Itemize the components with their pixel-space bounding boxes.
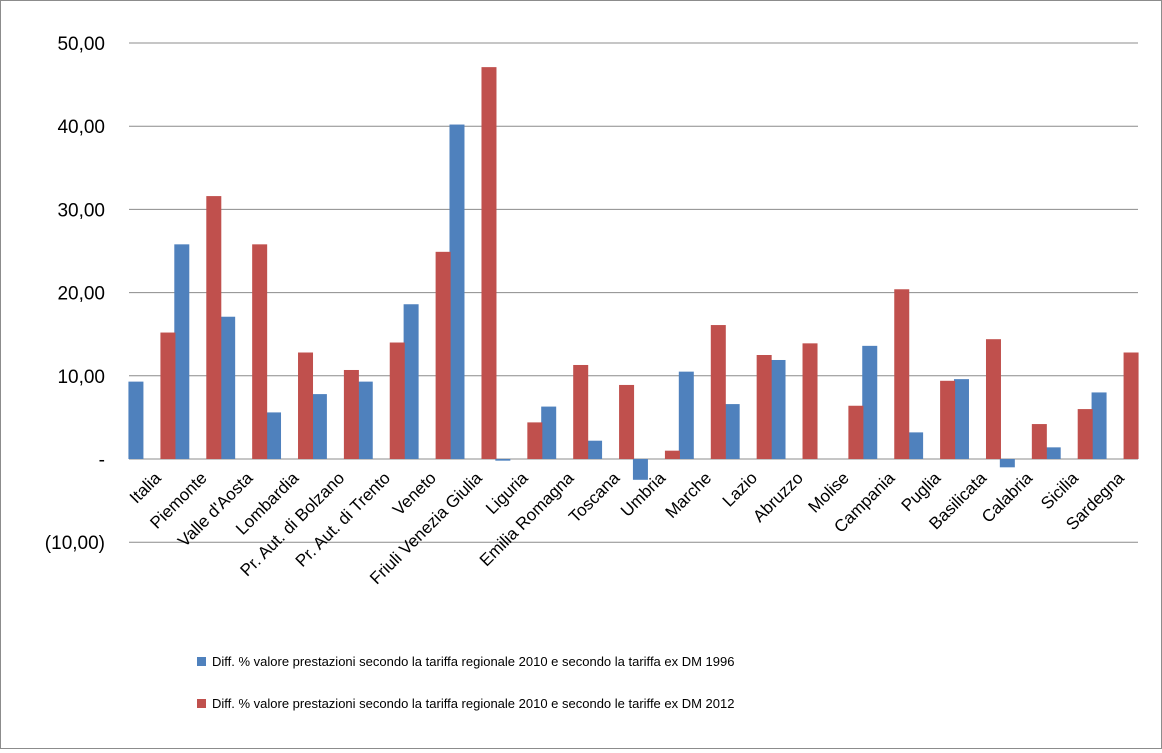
bar-series-1-18	[953, 379, 969, 459]
legend-label: Diff. % valore prestazioni secondo la ta…	[212, 696, 734, 711]
bar-series-1-6	[403, 304, 419, 459]
legend-label: Diff. % valore prestazioni secondo la ta…	[212, 654, 734, 669]
bar-series-2-4	[343, 369, 359, 459]
y-axis-tick-labels: (10,00) - 10,00 20,00 30,00 40,00 50,00	[45, 34, 105, 554]
bar-series-2-3	[298, 352, 314, 459]
bar-series-1-4	[311, 394, 327, 459]
bars	[128, 67, 1139, 480]
bar-series-2-21	[1123, 352, 1139, 459]
bar-series-2-9	[573, 364, 589, 459]
bar-series-2-16	[894, 289, 910, 459]
x-tick-label: Lazio	[719, 468, 761, 510]
bar-series-2-19	[1031, 424, 1047, 459]
bar-series-1-1	[174, 244, 190, 459]
bar-series-1-2	[220, 316, 236, 459]
bar-series-2-5	[389, 342, 405, 459]
bar-series-2-12	[710, 325, 726, 459]
y-tick-label: -	[99, 450, 105, 471]
bar-series-2-7	[481, 67, 497, 459]
bar-series-1-12	[678, 371, 694, 459]
y-tick-label: 40,00	[57, 117, 105, 138]
y-tick-label: 50,00	[57, 34, 105, 55]
bar-series-1-14	[770, 359, 786, 459]
bar-series-1-10	[587, 440, 603, 459]
bar-series-1-21	[1091, 392, 1107, 459]
bar-series-2-0	[160, 332, 176, 459]
y-tick-label: (10,00)	[45, 533, 105, 554]
bar-series-1-9	[541, 406, 557, 459]
legend-swatch	[197, 657, 206, 666]
bar-series-2-2	[252, 244, 268, 459]
bar-series-1-5	[357, 381, 373, 459]
bar-series-2-14	[802, 343, 818, 459]
bar-series-2-10	[619, 384, 635, 459]
bar-series-2-8	[527, 422, 543, 459]
bar-series-1-19	[999, 459, 1015, 468]
gridlines	[129, 42, 1138, 543]
y-tick-label: 30,00	[57, 200, 105, 221]
bar-series-1-20	[1045, 447, 1061, 459]
bar-series-1-17	[908, 432, 924, 459]
x-tick-label: Toscana	[565, 468, 624, 527]
bar-series-2-13	[756, 355, 772, 459]
bar-series-1-13	[724, 404, 740, 459]
y-tick-label: 10,00	[57, 367, 105, 388]
x-tick-label: Marche	[662, 468, 716, 522]
bar-series-2-17	[940, 380, 956, 459]
bar-series-2-1	[206, 196, 222, 459]
bar-series-1-3	[266, 412, 282, 459]
legend: Diff. % valore prestazioni secondo la ta…	[197, 654, 734, 711]
x-tick-label: Abruzzo	[749, 468, 807, 526]
bar-series-1-7	[449, 124, 465, 459]
bar-series-2-11	[664, 450, 680, 459]
legend-swatch	[197, 699, 206, 708]
bar-series-2-18	[985, 339, 1001, 459]
bar-series-2-20	[1077, 409, 1093, 459]
bar-series-1-16	[862, 345, 878, 459]
bar-series-2-15	[848, 405, 864, 459]
bar-series-1-11	[632, 459, 648, 480]
x-tick-label: Italia	[126, 468, 165, 507]
bar-series-2-6	[435, 251, 451, 459]
y-tick-label: 20,00	[57, 284, 105, 305]
x-tick-label: Calabria	[978, 468, 1037, 527]
bar-series-1-0	[128, 381, 144, 459]
bar-series-1-8	[495, 459, 511, 461]
